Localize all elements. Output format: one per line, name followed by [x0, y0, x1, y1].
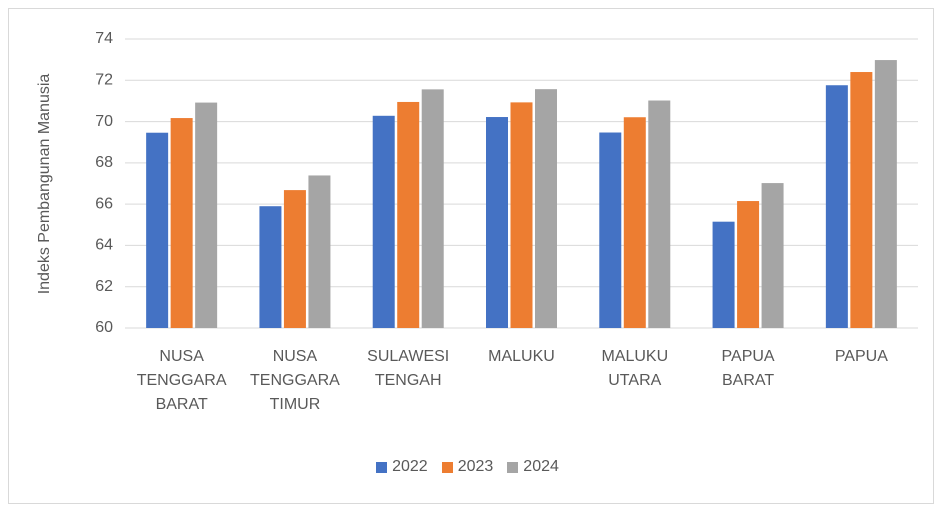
y-tick-label: 66: [95, 195, 113, 212]
y-tick-label: 70: [95, 113, 113, 130]
bar: [712, 221, 735, 328]
bar: [761, 183, 784, 328]
legend-item: 2024: [507, 458, 559, 476]
x-tick-label: MALUKU UTARA: [601, 348, 669, 389]
bar: [308, 175, 331, 328]
y-tick-label: 74: [95, 30, 113, 47]
x-tick-label: MALUKU: [488, 348, 555, 365]
y-axis-label: Indeks Pembangunan Manusia: [36, 74, 53, 295]
bar: [170, 118, 193, 329]
bar: [535, 89, 557, 328]
y-tick-label: 64: [95, 237, 113, 254]
legend-swatch: [376, 461, 388, 473]
bar: [874, 60, 897, 328]
legend-swatch: [507, 461, 519, 473]
legend-swatch: [441, 461, 453, 473]
bar: [486, 117, 508, 328]
bar: [259, 206, 282, 328]
bar: [146, 132, 169, 328]
chart-border: [8, 8, 934, 504]
legend-label: 2024: [523, 458, 559, 475]
bar: [283, 190, 306, 328]
x-tick-label: NUSA TENGGARA TIMUR: [250, 348, 340, 413]
bar: [195, 102, 218, 328]
y-tick-label: 62: [95, 278, 113, 295]
legend: 2022 2023 2024: [0, 458, 935, 476]
bar: [372, 115, 395, 328]
legend-item: 2023: [441, 458, 494, 476]
bar: [850, 72, 873, 329]
bar: [599, 132, 622, 328]
bar: [421, 89, 444, 329]
bar: [623, 117, 646, 329]
bar: [397, 101, 420, 328]
bar: [648, 100, 671, 328]
legend-label: 2023: [457, 458, 494, 475]
x-tick-label: PAPUA BARAT: [721, 348, 775, 389]
bar: [825, 85, 848, 329]
y-tick-label: 72: [95, 72, 113, 89]
x-tick-label: PAPUA: [834, 348, 888, 365]
x-tick-label: NUSA TENGGARA BARAT: [136, 348, 227, 413]
y-tick-label: 68: [95, 154, 113, 171]
bar: [510, 102, 533, 329]
bar: [737, 201, 760, 328]
legend-item: 2022: [376, 458, 428, 476]
y-tick-label: 60: [95, 319, 113, 336]
x-tick-label: SULAWESI TENGAH: [367, 348, 450, 389]
legend-label: 2022: [392, 458, 428, 475]
